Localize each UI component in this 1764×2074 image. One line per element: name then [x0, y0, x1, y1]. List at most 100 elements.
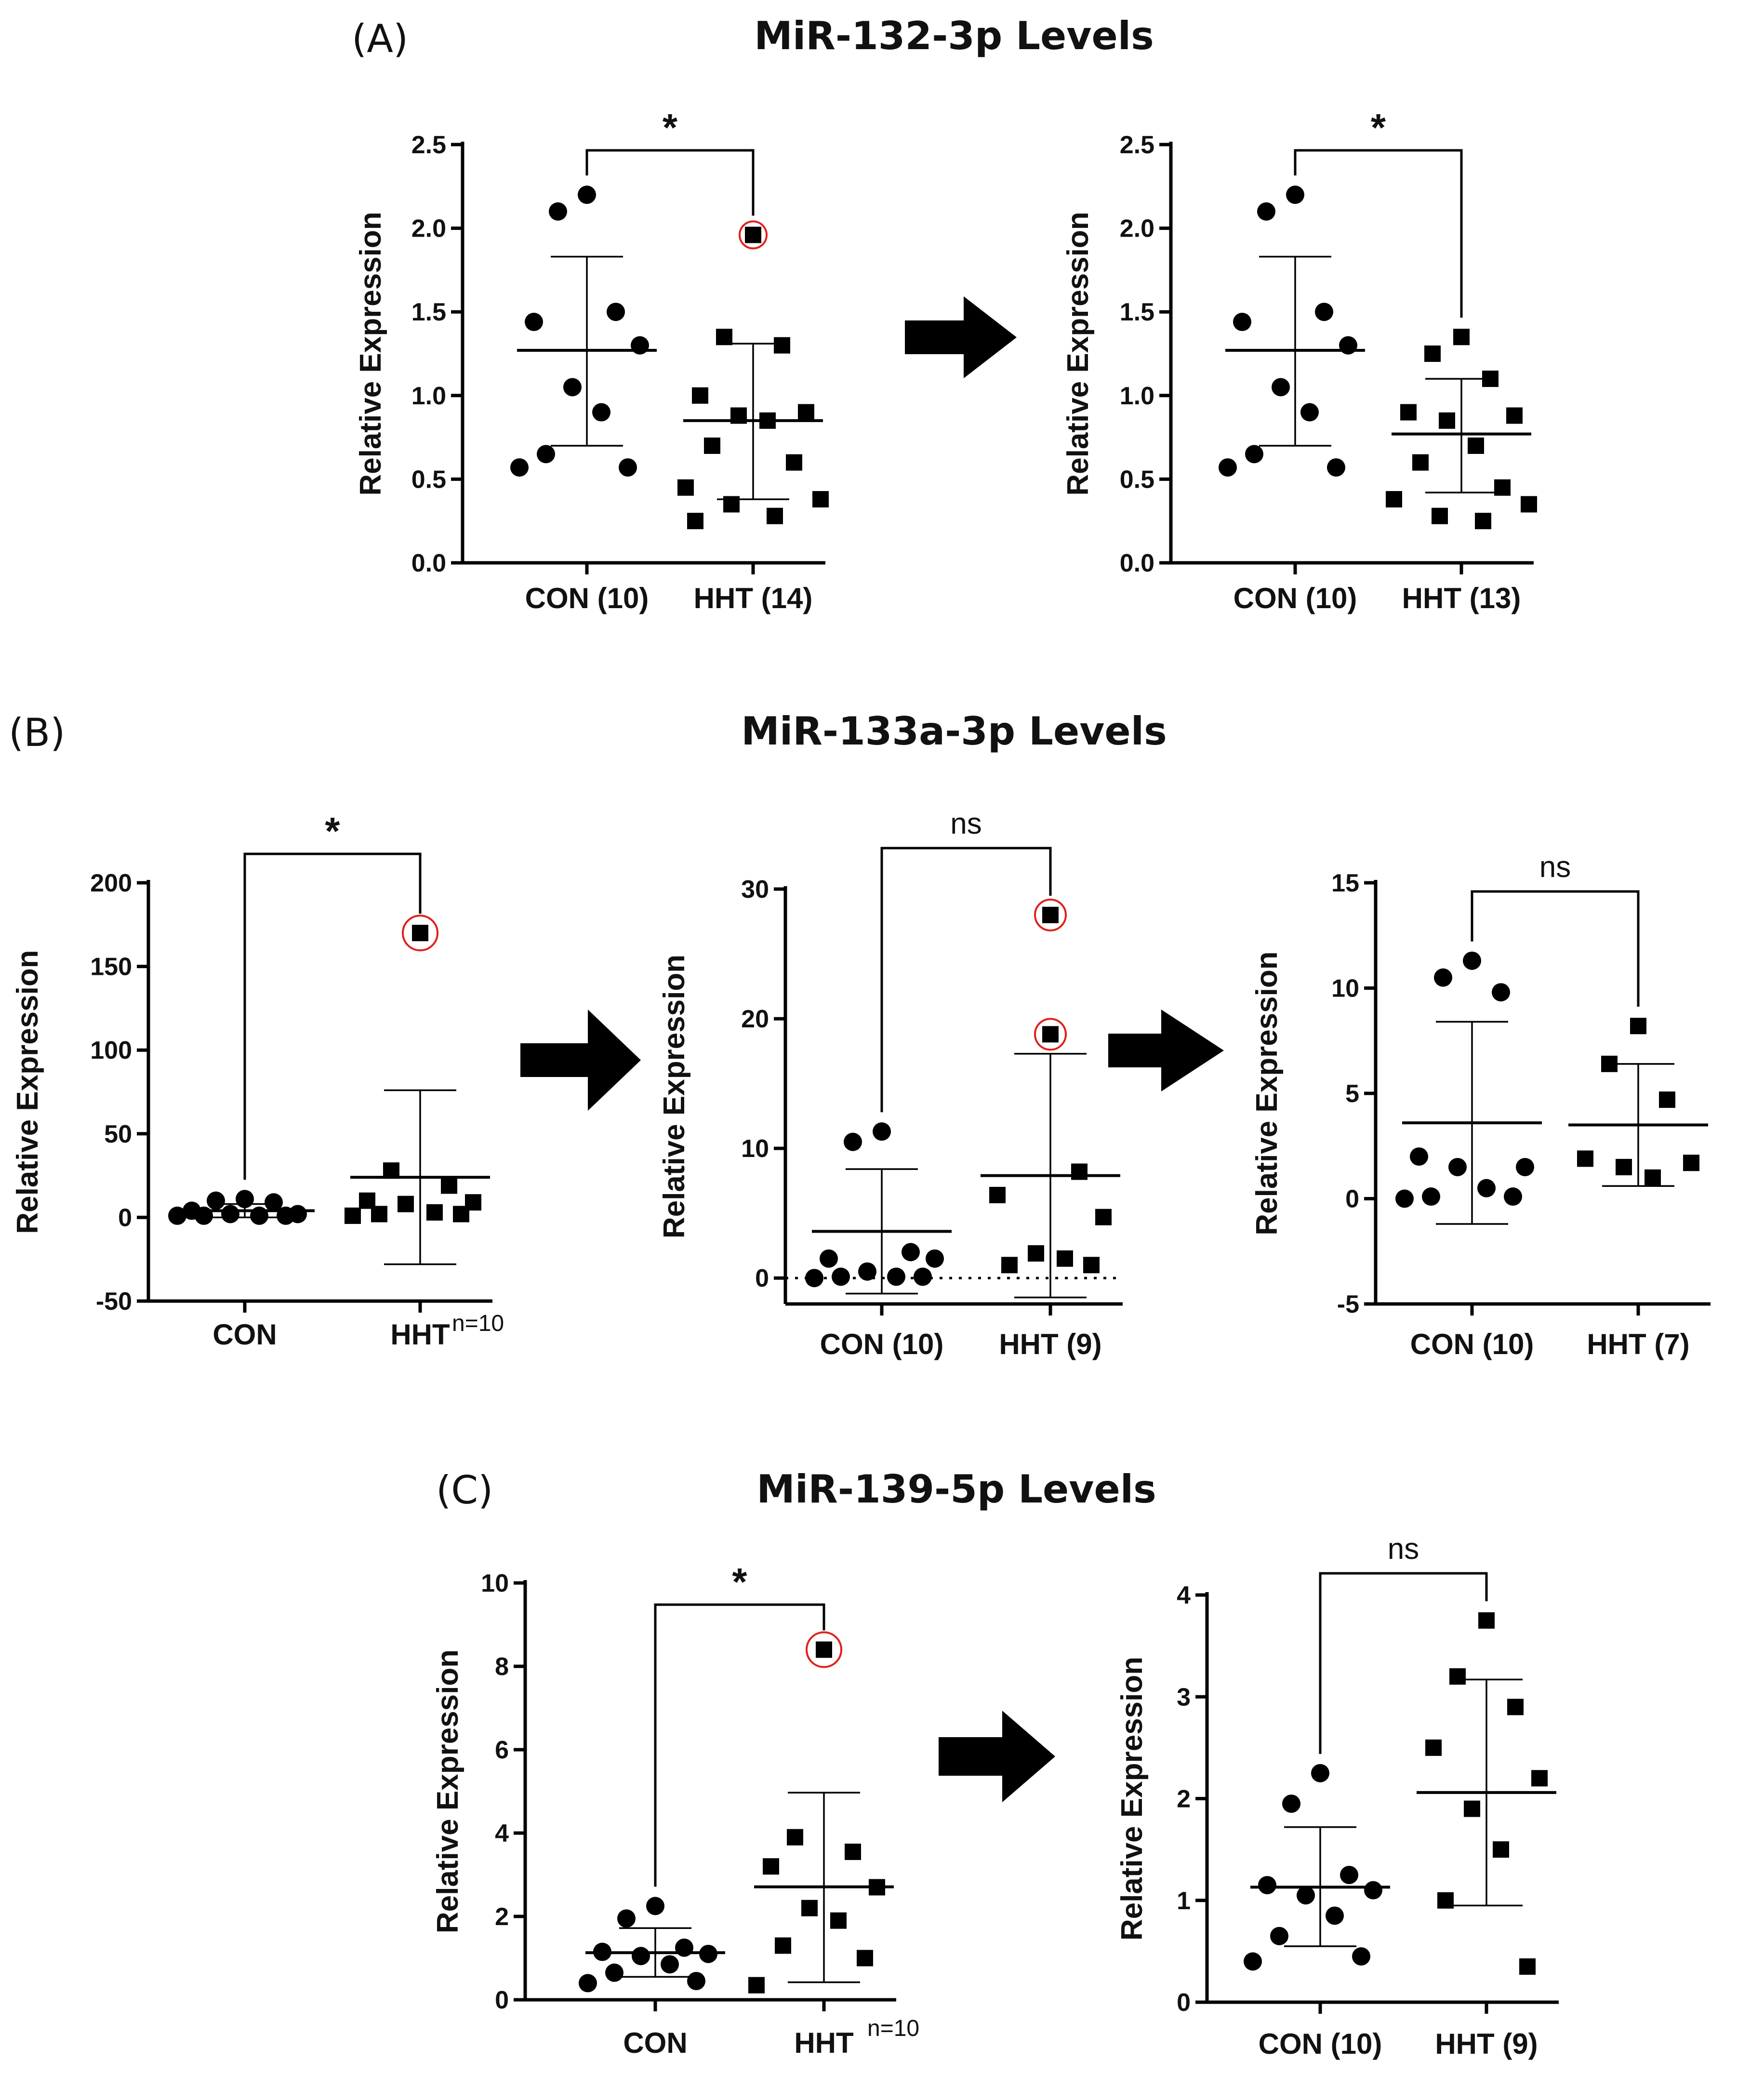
data-point [412, 925, 428, 942]
y-axis-label: Relative Expression [354, 212, 387, 495]
data-point [1395, 1189, 1414, 1208]
data-point [1506, 407, 1523, 424]
data-point [730, 407, 747, 424]
data-point [1492, 983, 1510, 1002]
chart-b1: -50 0 50 100 150 200 Relative Expression CON HHT… [11, 810, 504, 1351]
y-tick-label: 0 [755, 1264, 769, 1292]
data-point [398, 1196, 414, 1212]
significance-bracket [243, 852, 422, 1180]
data-point [763, 1858, 779, 1875]
data-point [1645, 1169, 1661, 1186]
y-tick-label: 2 [495, 1903, 509, 1931]
y-axis-label: Relative Expression [11, 950, 44, 1234]
data-point [858, 1262, 876, 1281]
outlier-highlight [1034, 898, 1067, 931]
outlier-highlight [402, 915, 438, 952]
y-tick-label: 10 [1331, 975, 1359, 1003]
data-point [1601, 1055, 1618, 1072]
data-point [774, 337, 790, 354]
data-point [441, 1177, 457, 1194]
data-point [207, 1191, 225, 1210]
significance-bracket [585, 149, 755, 216]
category-label: CON (10) [525, 582, 649, 614]
data-point [748, 1977, 765, 1994]
panel-label-b: (B) [9, 710, 65, 755]
data-point [812, 491, 829, 508]
data-point [704, 437, 720, 454]
y-axis-label: Relative Expression [1061, 212, 1095, 495]
data-point [236, 1190, 254, 1209]
data-point [1507, 1699, 1524, 1715]
data-point [578, 186, 596, 204]
data-point [687, 513, 703, 530]
data-point [221, 1205, 239, 1223]
data-point [1449, 1668, 1466, 1685]
data-point [767, 507, 783, 524]
y-tick-label: 2.0 [1120, 215, 1154, 243]
panel-label-c: (C) [436, 1468, 493, 1513]
data-point [549, 202, 567, 221]
data-point [1352, 1947, 1370, 1966]
data-point [1257, 202, 1275, 221]
data-point [716, 329, 732, 346]
data-point [1001, 1257, 1018, 1274]
data-point [1519, 1958, 1536, 1975]
chart-a1: 0.0 0.5 1.0 1.5 2.0 2.5 Relative Expression CON… [354, 106, 829, 614]
data-point [1434, 968, 1452, 987]
sample-size-note: n=10 [867, 2016, 919, 2041]
category-label: CON [212, 1318, 277, 1351]
data-point [723, 496, 740, 513]
data-point [537, 445, 555, 464]
y-tick-label: 6 [495, 1736, 509, 1764]
significance-label: ns [1539, 851, 1571, 884]
data-point [1245, 445, 1263, 464]
category-label: CON (10) [1259, 2028, 1382, 2060]
y-tick-label: 50 [104, 1120, 132, 1148]
y-axis-label: Relative Expression [658, 955, 691, 1238]
y-tick-label: 5 [1345, 1080, 1359, 1108]
chart-b3: -5 0 5 10 15 Relative Expression CON (10) HHT (… [1250, 851, 1711, 1360]
data-point [1475, 513, 1491, 530]
data-point [1425, 1739, 1442, 1756]
data-point [1327, 458, 1345, 477]
data-point [661, 1955, 679, 1974]
data-point [1521, 496, 1537, 513]
category-label: CON (10) [1410, 1328, 1534, 1360]
data-point [632, 1947, 650, 1966]
arrow-icon [905, 296, 1017, 378]
data-point [617, 1909, 636, 1928]
category-label: HHT [390, 1318, 450, 1351]
data-point [805, 1269, 823, 1288]
significance-label: ns [950, 807, 981, 840]
data-point [1386, 491, 1402, 508]
significance-label: ns [1388, 1532, 1419, 1566]
y-tick-label: 0.5 [1120, 465, 1154, 493]
data-point [677, 479, 694, 496]
data-point [1410, 1147, 1428, 1166]
outlier-highlight [806, 1631, 842, 1668]
data-point [646, 1897, 664, 1915]
panel-title-b: MiR-133a-3p Levels [741, 709, 1167, 754]
data-point [383, 1162, 399, 1179]
data-point [1315, 303, 1333, 321]
data-point [1422, 1187, 1440, 1206]
data-point [1258, 1876, 1276, 1895]
y-tick-label: 200 [90, 869, 132, 897]
panel-title-a: MiR-132-3p Levels [754, 13, 1154, 58]
data-point [1042, 1026, 1059, 1043]
chart-b2: 0 10 20 30 Relative Expression CON (10) HHT (9… [658, 807, 1123, 1360]
data-point [1282, 1795, 1300, 1813]
category-label: HHT (9) [999, 1328, 1101, 1360]
data-point [1478, 1612, 1495, 1629]
arrow-icon [939, 1711, 1055, 1802]
data-point [786, 454, 802, 471]
data-point [593, 1942, 611, 1961]
arrow-icon [520, 1010, 641, 1111]
data-point [563, 378, 582, 397]
y-tick-label: 0.0 [411, 549, 446, 577]
data-point [902, 1243, 920, 1262]
y-tick-label: 15 [1331, 869, 1359, 897]
chart-a2: 0.0 0.5 1.0 1.5 2.0 2.5 Relative Expression CON… [1061, 106, 1537, 614]
data-point [687, 1972, 705, 1991]
